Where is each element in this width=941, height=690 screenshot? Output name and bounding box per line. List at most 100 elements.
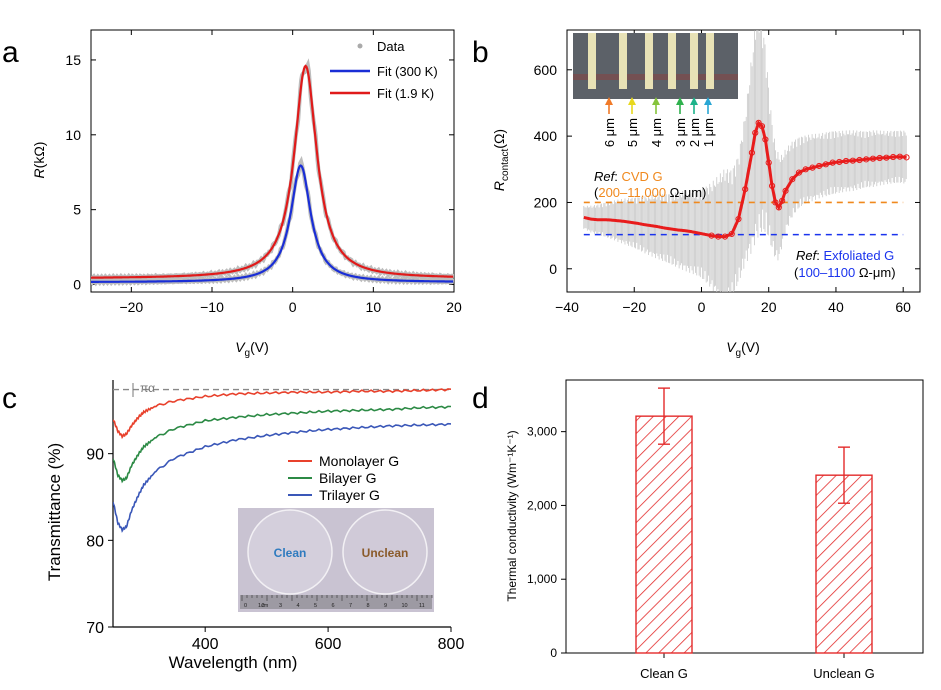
y-tick-label-d: 2,000 bbox=[527, 498, 557, 512]
y-tick-label-d: 0 bbox=[550, 646, 557, 660]
ref-cvd-range: (200–11,000 Ω-μm) bbox=[594, 185, 706, 200]
electrode-strip bbox=[619, 33, 627, 89]
contact-resistance-line bbox=[583, 120, 907, 239]
electrode-gap-label: 4 μm bbox=[649, 118, 664, 147]
ruler-number: 4 bbox=[297, 603, 300, 609]
x-tick-label-b: 20 bbox=[761, 299, 777, 315]
ruler-number: 9 bbox=[384, 603, 387, 609]
x-axis-label-c: Wavelength (nm) bbox=[169, 653, 298, 672]
data-point bbox=[890, 153, 897, 161]
ref-exfoliated-text: Ref: Exfoliated G bbox=[796, 248, 894, 263]
bar-clean-g bbox=[635, 415, 693, 654]
unclean-label: Unclean bbox=[362, 546, 409, 560]
y-tick-label-c: 80 bbox=[86, 533, 104, 550]
data-point bbox=[896, 153, 903, 160]
data-point bbox=[816, 162, 823, 170]
x-axis-sub-a: g bbox=[245, 348, 251, 359]
data-point bbox=[715, 233, 722, 240]
panel-label-d: d bbox=[472, 382, 489, 415]
ruler-number: 10 bbox=[402, 603, 408, 609]
legend-label-trilayer: Trilayer G bbox=[319, 487, 380, 503]
bar-unclean-g bbox=[815, 474, 873, 654]
data-point bbox=[772, 199, 779, 206]
y-axis-var-b: R bbox=[491, 181, 507, 191]
y-tick-label-b: 0 bbox=[549, 261, 557, 277]
x-tick-label-d: Clean G bbox=[640, 666, 688, 681]
transmittance-line-trilayer-g bbox=[113, 422, 451, 533]
ruler-number: 3 bbox=[279, 603, 282, 609]
x-axis-var-b: V bbox=[726, 339, 737, 355]
y-tick-label-a: 15 bbox=[65, 52, 81, 68]
data-point bbox=[822, 161, 829, 168]
electrode-gap-label: 5 μm bbox=[625, 118, 640, 147]
data-point bbox=[869, 155, 877, 162]
data-point bbox=[802, 166, 809, 173]
ruler bbox=[240, 595, 432, 609]
y-tick-label-d: 1,000 bbox=[527, 572, 557, 586]
pi-alpha-label: πα bbox=[140, 381, 155, 395]
electrode-strip bbox=[668, 33, 676, 89]
legend-c: Monolayer G Bilayer G Trilayer G bbox=[288, 453, 399, 503]
legend-label-data: Data bbox=[377, 39, 405, 54]
panel-a: a −20 −10 0 10 20 0 5 10 15 Vg(V) R(kΩ) Data Fit… bbox=[2, 29, 462, 359]
y-tick-label-b: 600 bbox=[534, 62, 558, 78]
x-tick-label-a: 10 bbox=[366, 299, 382, 315]
plot-frame-b bbox=[566, 29, 921, 293]
x-tick-label-a: −20 bbox=[119, 299, 143, 315]
x-tick-label-b: 40 bbox=[828, 299, 844, 315]
data-point bbox=[779, 197, 786, 204]
x-tick-label-b: 60 bbox=[895, 299, 911, 315]
plot-frame-d bbox=[565, 379, 924, 654]
ruler-number: 7 bbox=[349, 603, 352, 609]
data-point bbox=[742, 186, 749, 193]
x-axis-sub-b: g bbox=[736, 348, 742, 359]
y-tick-label-c: 70 bbox=[86, 620, 104, 637]
x-axis-var-a: V bbox=[235, 339, 246, 355]
x-tick-label-a: 20 bbox=[446, 299, 462, 315]
ruler-number: 11 bbox=[419, 603, 425, 609]
data-point bbox=[775, 204, 782, 211]
y-tick-label-a: 0 bbox=[73, 277, 81, 293]
electrode-strip bbox=[690, 33, 698, 89]
data-point bbox=[863, 156, 870, 163]
x-axis-label-a: Vg(V) bbox=[235, 339, 269, 359]
transmittance-line-bilayer-g bbox=[113, 405, 451, 484]
x-axis-unit-a: (V) bbox=[250, 339, 269, 355]
data-layer-c bbox=[113, 388, 451, 533]
y-axis-label-b: Rcontact(Ω) bbox=[491, 129, 511, 191]
ruler-number: 5 bbox=[314, 603, 317, 609]
panel-label-a: a bbox=[2, 36, 19, 69]
legend-label-bilayer: Bilayer G bbox=[319, 470, 377, 486]
electrode-strips bbox=[588, 33, 714, 89]
data-point bbox=[728, 230, 735, 238]
transmittance-line-monolayer-g bbox=[113, 388, 451, 440]
y-axis-sub-b: contact bbox=[500, 148, 511, 180]
data-point bbox=[883, 154, 890, 161]
panel-label-b: b bbox=[472, 36, 489, 69]
ticks-d: 0 1,000 2,000 3,000 Clean G Unclean G bbox=[527, 425, 875, 681]
data-point bbox=[758, 123, 766, 130]
x-axis-label-b: Vg(V) bbox=[726, 339, 760, 359]
data-point bbox=[768, 182, 776, 189]
ruler-number: 2 bbox=[262, 603, 265, 609]
x-axis-unit-b: (V) bbox=[741, 339, 760, 355]
y-tick-label-b: 200 bbox=[534, 194, 558, 210]
data-layer-b bbox=[583, 30, 910, 292]
y-tick-label-d: 3,000 bbox=[527, 425, 557, 439]
data-layer-d bbox=[635, 387, 873, 654]
data-point bbox=[842, 157, 850, 165]
ruler-unit: 1cm bbox=[258, 603, 269, 609]
electrode-gap-label: 2 μm bbox=[687, 118, 702, 147]
data-point bbox=[762, 136, 769, 143]
legend-label-1-9k: Fit (1.9 K) bbox=[377, 86, 434, 101]
ticks-a: −20 −10 0 10 20 0 5 10 15 bbox=[65, 30, 462, 315]
sample-photo-inset-c: Clean Unclean 0 2 3 4 5 6 7 8 9 10 11 1cm bbox=[238, 508, 434, 612]
data-point bbox=[836, 158, 843, 166]
legend-label-300k: Fit (300 K) bbox=[377, 64, 438, 79]
electrode-inset-b bbox=[573, 33, 738, 99]
electrode-gap-label: 6 μm bbox=[602, 118, 617, 147]
